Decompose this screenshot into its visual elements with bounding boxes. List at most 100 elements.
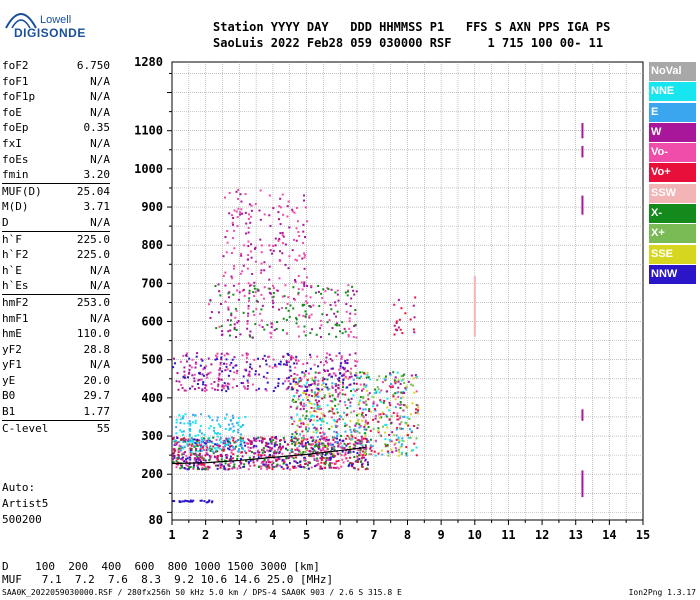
echo-point — [364, 452, 367, 455]
echo-point — [263, 437, 266, 440]
echo-point — [269, 447, 272, 450]
echo-point — [198, 429, 201, 432]
echo-point — [202, 467, 205, 470]
echo-point — [353, 456, 356, 459]
echo-point — [398, 422, 401, 425]
echo-point — [216, 446, 219, 449]
echo-point — [382, 413, 385, 416]
echo-point — [376, 420, 379, 423]
echo-point — [189, 422, 192, 425]
echo-point — [328, 462, 331, 465]
echo-point — [337, 443, 340, 446]
echo-point — [349, 401, 352, 404]
echo-point — [347, 450, 350, 453]
echo-point — [306, 301, 309, 304]
echo-point — [326, 361, 329, 364]
echo-point — [357, 388, 360, 391]
echo-point — [337, 403, 340, 406]
echo-point — [203, 366, 206, 369]
echo-point — [401, 437, 404, 440]
echo-point — [220, 325, 223, 328]
echo-point — [364, 419, 367, 422]
echo-point — [358, 439, 361, 442]
echo-point — [326, 452, 329, 455]
echo-point — [360, 442, 363, 445]
echo-point — [359, 371, 362, 374]
echo-point — [200, 455, 203, 458]
echo-point — [266, 449, 269, 452]
echo-point — [250, 243, 253, 246]
echo-point — [184, 438, 187, 441]
echo-point — [303, 281, 306, 284]
echo-point — [405, 452, 408, 455]
echo-point — [276, 459, 279, 462]
echo-point — [188, 439, 191, 442]
echo-point — [296, 447, 299, 450]
echo-point — [193, 438, 196, 441]
echo-point — [349, 447, 352, 450]
echo-point — [331, 400, 334, 403]
echo-point — [311, 447, 314, 450]
echo-point — [364, 444, 367, 447]
echo-point — [208, 427, 211, 430]
echo-point — [228, 383, 231, 386]
echo-point — [260, 244, 263, 247]
echo-point — [247, 240, 250, 243]
echo-point — [310, 436, 313, 439]
echo-point — [316, 401, 319, 404]
echo-point — [249, 366, 252, 369]
x-tick-label: 8 — [404, 528, 411, 542]
echo-point — [224, 444, 227, 447]
echo-point — [233, 209, 236, 212]
echo-point — [302, 466, 305, 469]
x-tick-label: 7 — [370, 528, 377, 542]
echo-point — [359, 449, 362, 452]
echo-point — [278, 277, 281, 280]
echo-point — [274, 364, 277, 367]
echo-point — [175, 418, 178, 421]
echo-point — [385, 415, 388, 418]
echo-point — [383, 399, 386, 402]
echo-point — [304, 206, 307, 209]
echo-point — [188, 364, 191, 367]
echo-point — [307, 372, 310, 375]
echo-point — [298, 380, 301, 383]
echo-point — [293, 362, 296, 365]
echo-point — [253, 444, 256, 447]
echo-point — [399, 328, 402, 331]
echo-point — [242, 439, 245, 442]
echo-point — [322, 446, 325, 449]
echo-point — [340, 355, 343, 358]
echo-point — [294, 279, 297, 282]
echo-point — [250, 256, 253, 259]
echo-point — [223, 441, 226, 444]
echo-point — [308, 315, 311, 318]
echo-point — [223, 439, 226, 442]
echo-point — [180, 383, 183, 386]
echo-point — [308, 385, 311, 388]
echo-point — [183, 439, 186, 442]
echo-point — [335, 437, 338, 440]
param-label: foF2 — [2, 59, 29, 72]
echo-point — [296, 461, 299, 464]
echo-point — [224, 384, 227, 387]
echo-point — [262, 460, 265, 463]
echo-point — [394, 328, 397, 331]
echo-point — [270, 447, 273, 450]
echo-point — [355, 460, 358, 463]
echo-point — [183, 437, 186, 440]
echo-point — [177, 448, 180, 451]
echo-point — [305, 390, 308, 393]
echo-point — [211, 419, 214, 422]
echo-point — [260, 454, 263, 457]
echo-point — [379, 434, 382, 437]
echo-point — [263, 261, 266, 264]
echo-point — [331, 448, 334, 451]
echo-point — [260, 269, 263, 272]
echo-point — [206, 501, 209, 504]
echo-point — [392, 371, 395, 374]
echo-point — [192, 499, 195, 502]
echo-point — [316, 459, 319, 462]
echo-point — [315, 439, 318, 442]
echo-point — [280, 466, 283, 469]
